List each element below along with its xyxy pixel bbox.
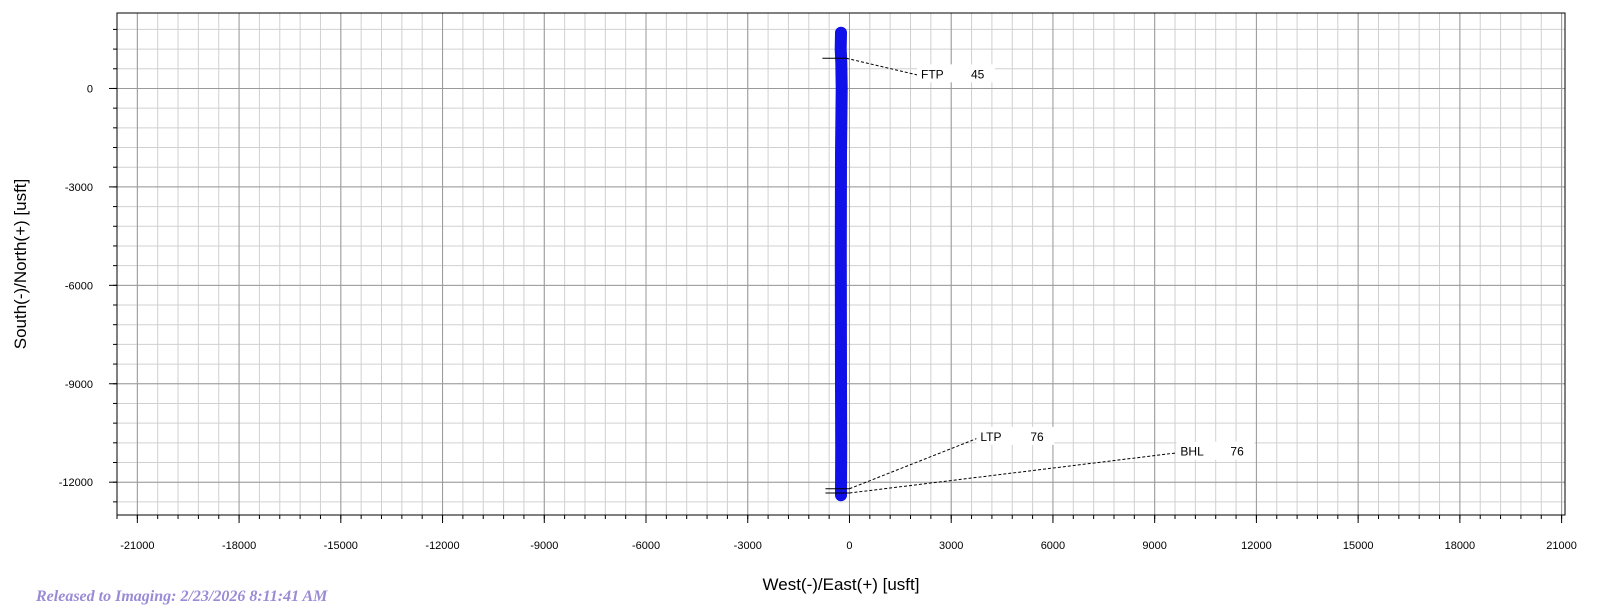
y-tick-labels: 0 -3000 -6000 -9000 -12000 xyxy=(59,83,93,489)
axis-ticks xyxy=(109,28,1563,523)
annotation-layer: FTP 45 LTP 76 BHL 76 xyxy=(822,57,1255,494)
x-tick-label: -21000 xyxy=(120,540,154,552)
footer-note: Released to Imaging: 2/23/2026 8:11:41 A… xyxy=(36,588,328,605)
series-layer xyxy=(834,26,848,502)
y-tick-label: -6000 xyxy=(65,280,93,292)
annotation-value: 45 xyxy=(971,67,985,81)
y-tick-label: -3000 xyxy=(65,182,93,194)
x-tick-label: -18000 xyxy=(222,540,256,552)
x-tick-label: 18000 xyxy=(1445,540,1476,552)
x-tick-label: 9000 xyxy=(1142,540,1166,552)
x-tick-label: 3000 xyxy=(939,540,963,552)
x-tick-label: 15000 xyxy=(1343,540,1374,552)
series-line xyxy=(834,26,848,502)
annotation-leader xyxy=(849,452,1179,494)
plot-frame xyxy=(116,12,1566,516)
annotation-value: 76 xyxy=(1030,430,1044,444)
x-tick-label: -9000 xyxy=(530,540,558,552)
y-tick-label: -9000 xyxy=(65,379,93,391)
x-tick-label: 0 xyxy=(846,540,852,552)
y-tick-label: 0 xyxy=(87,83,93,95)
x-tick-labels: -21000 -18000 -15000 -12000 -9000 -6000 -3000 0… xyxy=(120,540,1577,552)
annotation-box xyxy=(1176,441,1255,460)
y-tick-label: -12000 xyxy=(59,477,93,489)
x-tick-label: -12000 xyxy=(425,540,459,552)
annotation-value: 76 xyxy=(1230,445,1244,459)
x-tick-label: 21000 xyxy=(1546,540,1577,552)
y-axis-title: South(-)/North(+) [usft] xyxy=(11,179,30,350)
annotation-leader xyxy=(849,437,979,490)
x-tick-label: 6000 xyxy=(1041,540,1065,552)
x-axis-title: West(-)/East(+) [usft] xyxy=(763,575,920,594)
annotation-label: BHL xyxy=(1180,445,1204,459)
annotation-label: LTP xyxy=(980,430,1001,444)
annotation-label: FTP xyxy=(921,67,944,81)
annotation-leader xyxy=(846,57,920,76)
annotation-box xyxy=(916,64,995,83)
x-tick-label: 12000 xyxy=(1241,540,1272,552)
x-tick-label: -15000 xyxy=(324,540,358,552)
x-tick-label: -6000 xyxy=(632,540,660,552)
annotation-box xyxy=(976,426,1055,445)
x-tick-label: -3000 xyxy=(734,540,762,552)
